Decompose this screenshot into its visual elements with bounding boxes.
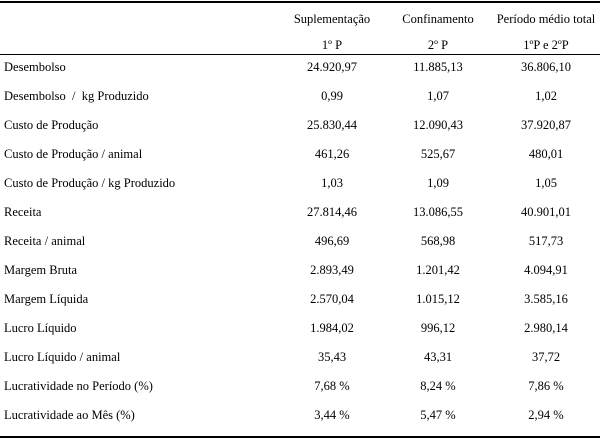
cell-value: 2,94 % — [528, 408, 564, 422]
cell-value: 43,31 — [423, 350, 453, 364]
cell-value: 461,26 — [314, 147, 350, 161]
cell-value: 7,68 % — [314, 379, 350, 393]
cell-value: 1.201,42 — [416, 263, 460, 277]
column-header-confinamento: Confinamento 2º P — [384, 6, 492, 58]
table-row: Lucratividade no Período (%) 7,68 % 8,24… — [0, 375, 600, 404]
row-label: Lucro Líquido — [4, 321, 77, 335]
column-header-line1: Período médio total — [496, 12, 596, 26]
table-bottom-rule — [0, 436, 600, 438]
cell-value: 1,05 — [535, 176, 557, 190]
cell-value: 496,69 — [314, 234, 350, 248]
cell-value: 25.830,44 — [307, 118, 357, 132]
cell-value: 4.094,91 — [524, 263, 568, 277]
table-top-rule — [0, 1, 600, 3]
cell-value: 517,73 — [528, 234, 564, 248]
cell-value: 1,02 — [535, 89, 557, 103]
row-label: Desembolso — [4, 60, 66, 74]
cell-value: 568,98 — [420, 234, 456, 248]
column-header-line2: 2º P — [427, 38, 449, 52]
cell-value: 3,44 % — [314, 408, 350, 422]
cell-value: 24.920,97 — [307, 60, 357, 74]
row-label: Receita / animal — [4, 234, 86, 248]
table-row: Desembolso 24.920,97 11.885,13 36.806,10 — [0, 56, 600, 85]
cell-value: 11.885,13 — [413, 60, 463, 74]
cell-value: 7,86 % — [528, 379, 564, 393]
row-label: Custo de Produção / animal — [4, 147, 143, 161]
cell-value: 5,47 % — [420, 408, 456, 422]
table-row: Receita / animal 496,69 568,98 517,73 — [0, 230, 600, 259]
cell-value: 27.814,46 — [307, 205, 357, 219]
table-row: Custo de Produção / animal 461,26 525,67… — [0, 143, 600, 172]
table-row: Desembolso / kg Produzido 0,99 1,07 1,02 — [0, 85, 600, 114]
cell-value: 35,43 — [317, 350, 347, 364]
header-divider-rule — [0, 54, 600, 55]
column-header-line2: 1º P — [321, 38, 343, 52]
row-label: Lucratividade no Período (%) — [4, 379, 153, 393]
table-row: Margem Bruta 2.893,49 1.201,42 4.094,91 — [0, 259, 600, 288]
row-label: Margem Bruta — [4, 263, 78, 277]
table-row: Margem Líquida 2.570,04 1.015,12 3.585,1… — [0, 288, 600, 317]
cell-value: 2.980,14 — [524, 321, 568, 335]
column-header-periodo-total: Período médio total 1ºP e 2ºP — [492, 6, 600, 58]
cell-value: 12.090,43 — [413, 118, 463, 132]
table-row: Lucratividade ao Mês (%) 3,44 % 5,47 % 2… — [0, 404, 600, 433]
cell-value: 1,03 — [321, 176, 343, 190]
cell-value: 1.984,02 — [310, 321, 354, 335]
row-label: Custo de Produção / kg Produzido — [4, 176, 176, 190]
row-label: Lucratividade ao Mês (%) — [4, 408, 135, 422]
cell-value: 525,67 — [420, 147, 456, 161]
table-row: Lucro Líquido 1.984,02 996,12 2.980,14 — [0, 317, 600, 346]
cell-value: 0,99 — [321, 89, 343, 103]
cell-value: 1,09 — [427, 176, 449, 190]
row-label: Lucro Líquido / animal — [4, 350, 121, 364]
table-row: Custo de Produção / kg Produzido 1,03 1,… — [0, 172, 600, 201]
cell-value: 40.901,01 — [521, 205, 571, 219]
cell-value: 37,72 — [531, 350, 561, 364]
column-header-suplementacao: Suplementação 1º P — [280, 6, 384, 58]
table-row: Receita 27.814,46 13.086,55 40.901,01 — [0, 201, 600, 230]
cell-value: 1.015,12 — [416, 292, 460, 306]
cell-value: 8,24 % — [420, 379, 456, 393]
column-header-line1: Confinamento — [402, 12, 474, 26]
cell-value: 36.806,10 — [521, 60, 571, 74]
row-label: Margem Líquida — [4, 292, 89, 306]
table-row: Custo de Produção 25.830,44 12.090,43 37… — [0, 114, 600, 143]
row-label: Receita — [4, 205, 42, 219]
cell-value: 1,07 — [427, 89, 449, 103]
cell-value: 480,01 — [528, 147, 564, 161]
cell-value: 3.585,16 — [524, 292, 568, 306]
cell-value: 2.893,49 — [310, 263, 354, 277]
column-header-line1: Suplementação — [293, 12, 371, 26]
table-body: Desembolso 24.920,97 11.885,13 36.806,10… — [0, 56, 600, 433]
cell-value: 996,12 — [420, 321, 456, 335]
row-label: Desembolso / kg Produzido — [4, 89, 149, 103]
column-header-line2: 1ºP e 2ºP — [523, 38, 569, 52]
cell-value: 2.570,04 — [310, 292, 354, 306]
table-row: Lucro Líquido / animal 35,43 43,31 37,72 — [0, 346, 600, 375]
row-label: Custo de Produção — [4, 118, 99, 132]
cell-value: 37.920,87 — [521, 118, 571, 132]
cell-value: 13.086,55 — [413, 205, 463, 219]
